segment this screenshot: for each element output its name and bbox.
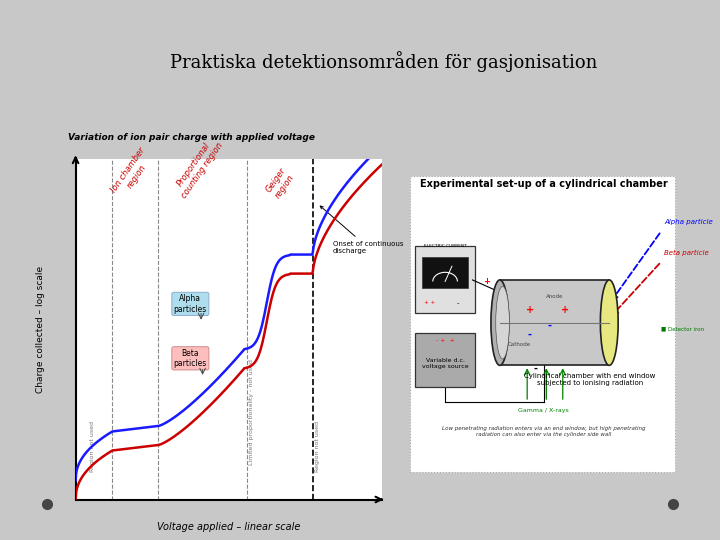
Text: Ion chamber
region: Ion chamber region: [109, 146, 156, 200]
Text: Alpha
particles: Alpha particles: [174, 294, 207, 314]
Text: Alpha particle: Alpha particle: [664, 219, 713, 225]
Text: -: -: [547, 321, 551, 330]
Ellipse shape: [600, 280, 618, 366]
Text: -: -: [456, 300, 459, 306]
Text: + +: + +: [424, 300, 436, 305]
FancyBboxPatch shape: [415, 246, 475, 314]
Text: +: +: [526, 306, 534, 315]
FancyBboxPatch shape: [415, 333, 475, 387]
Text: Anode: Anode: [546, 294, 563, 299]
Text: Limited proportionality - not used: Limited proportionality - not used: [249, 360, 254, 465]
Text: Geiger
region: Geiger region: [265, 166, 297, 200]
Text: Praktiska detektionsområden för gasjonisation: Praktiska detektionsområden för gasjonis…: [170, 51, 597, 72]
Text: Gamma / X-rays: Gamma / X-rays: [518, 408, 569, 413]
Text: +: +: [482, 277, 490, 286]
Text: Charge collected – log scale: Charge collected – log scale: [36, 266, 45, 393]
Text: - +  +: - + +: [436, 339, 454, 343]
FancyBboxPatch shape: [410, 176, 675, 472]
Text: -: -: [534, 363, 537, 374]
Ellipse shape: [491, 280, 509, 366]
Bar: [422, 257, 468, 288]
Text: Cathode: Cathode: [508, 341, 531, 347]
Text: Cylindrical chamber with end window
subjected to ionising radiation: Cylindrical chamber with end window subj…: [524, 373, 656, 386]
Text: -: -: [528, 330, 532, 340]
Text: +: +: [562, 306, 570, 315]
Text: ELECTRIC CURRENT: ELECTRIC CURRENT: [423, 244, 467, 248]
Text: Region not used: Region not used: [90, 421, 95, 472]
Text: Region not used: Region not used: [315, 421, 320, 472]
Text: Experimental set-up of a cylindrical chamber: Experimental set-up of a cylindrical cha…: [420, 179, 667, 189]
Bar: [500, 280, 609, 366]
Text: Variation of ion pair charge with applied voltage: Variation of ion pair charge with applie…: [68, 133, 315, 142]
Text: --: --: [669, 500, 676, 510]
Text: Beta
particles: Beta particles: [174, 349, 207, 368]
Text: Low penetrating radiation enters via an end window, but high penetrating
radiati: Low penetrating radiation enters via an …: [442, 427, 645, 437]
Text: ■ Detector iron: ■ Detector iron: [661, 326, 704, 331]
Text: Proportional
counting region: Proportional counting region: [171, 135, 225, 200]
Ellipse shape: [495, 286, 509, 359]
Text: Voltage applied – linear scale: Voltage applied – linear scale: [157, 522, 300, 531]
Text: Onset of continuous
discharge: Onset of continuous discharge: [320, 206, 403, 254]
Text: Beta particle: Beta particle: [664, 249, 708, 255]
Text: Variable d.c.
voltage source: Variable d.c. voltage source: [422, 359, 469, 369]
